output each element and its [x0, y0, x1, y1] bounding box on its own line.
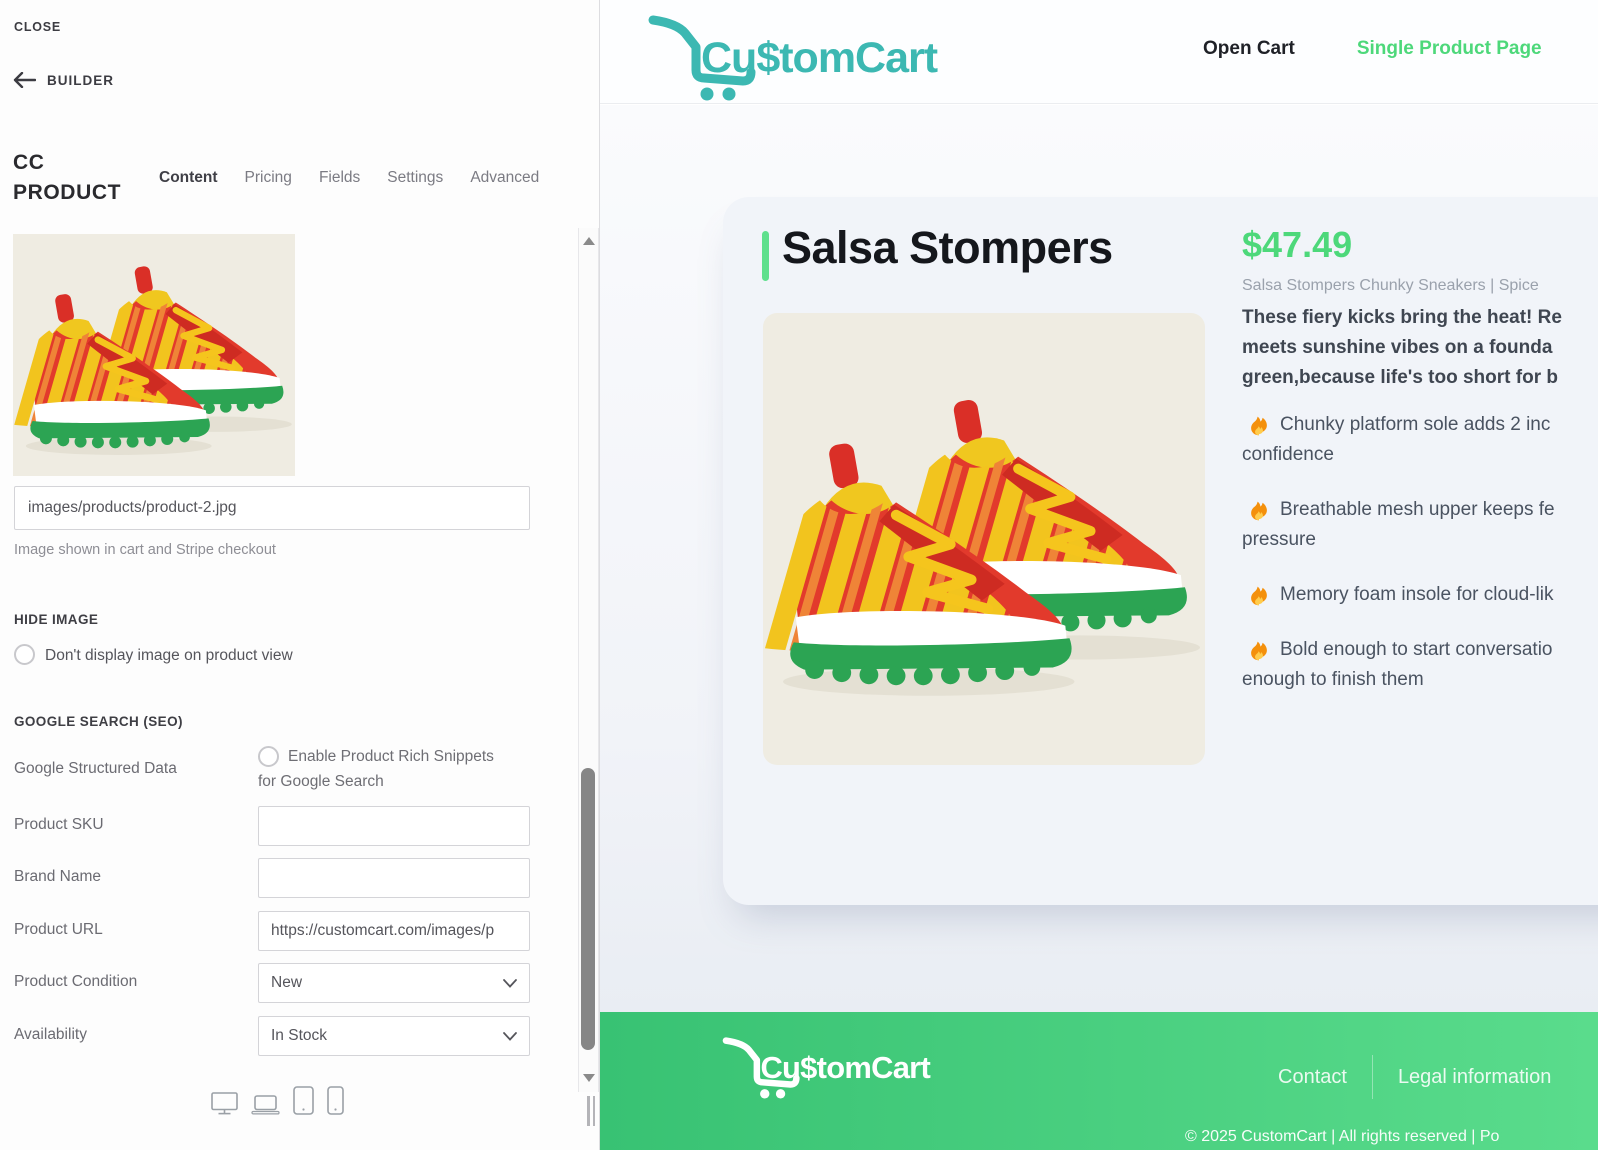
- scroll-down-arrow[interactable]: [583, 1074, 595, 1082]
- product-condition-select[interactable]: New: [258, 963, 530, 1003]
- rich-snippets-option-label-line2: for Google Search: [258, 773, 384, 790]
- close-button[interactable]: CLOSE: [14, 20, 62, 34]
- tab-pricing[interactable]: Pricing: [244, 169, 292, 186]
- scroll-up-arrow[interactable]: [583, 237, 595, 245]
- feature-item: Chunky platform sole adds 2 inc confiden…: [1242, 414, 1551, 465]
- laptop-icon[interactable]: [251, 1095, 280, 1115]
- feature-item: Memory foam insole for cloud-lik: [1242, 580, 1598, 610]
- image-help-text: Image shown in cart and Stripe checkout: [14, 542, 276, 558]
- nav-single-product-page[interactable]: Single Product Page: [1356, 38, 1542, 59]
- tab-content[interactable]: Content: [159, 169, 218, 186]
- footer-copyright: © 2025 CustomCart | All rights reserved …: [1185, 1128, 1500, 1145]
- tab-settings[interactable]: Settings: [387, 169, 444, 186]
- chevron-down-icon: [503, 1031, 517, 1041]
- sneakers-photo: [13, 234, 295, 476]
- product-subtitle: Salsa Stompers Chunky Sneakers | Spice: [1242, 277, 1539, 294]
- product-sku-label: Product SKU: [14, 816, 104, 833]
- availability-label: Availability: [14, 1026, 87, 1043]
- feature-item: Bold enough to start conversatio enough …: [1242, 639, 1553, 690]
- fire-icon: [1248, 639, 1270, 661]
- footer-links-divider: [1371, 1055, 1373, 1099]
- preview-header: [600, 0, 1598, 104]
- panel-resize-grip[interactable]: [587, 1096, 595, 1126]
- panel-divider: [599, 0, 600, 1150]
- brand-name-input[interactable]: [258, 858, 530, 898]
- chevron-down-icon: [503, 978, 517, 988]
- fire-icon: [1248, 499, 1270, 521]
- title-accent-bar: [762, 231, 769, 281]
- footer-link-legal[interactable]: Legal information: [1397, 1065, 1552, 1088]
- panel-tabs: Content Pricing Fields Settings Advanced: [159, 169, 539, 187]
- cart-icon: [648, 15, 756, 86]
- product-condition-label: Product Condition: [14, 973, 138, 990]
- structured-data-label: Google Structured Data: [14, 760, 177, 777]
- product-title: Salsa Stompers: [782, 222, 1113, 273]
- panel-title: CC PRODUCT: [13, 151, 122, 204]
- availability-select[interactable]: In Stock: [258, 1016, 530, 1056]
- availability-value: In Stock: [271, 1027, 327, 1044]
- builder-label: BUILDER: [47, 72, 114, 88]
- responsive-preview-switcher: [211, 1086, 344, 1115]
- image-path-input[interactable]: [14, 486, 530, 530]
- fire-icon: [1248, 414, 1270, 436]
- fire-icon: [1248, 584, 1270, 606]
- footer-customcart-logo: Cu$tomCart: [722, 1037, 931, 1099]
- builder-back-button[interactable]: BUILDER: [13, 72, 114, 88]
- panel-scrollbar-thumb[interactable]: [581, 768, 595, 1050]
- preview-nav: Open Cart Single Product Page: [1203, 38, 1542, 60]
- product-image-thumbnail: [13, 234, 295, 476]
- product-price: $47.49: [1242, 224, 1353, 265]
- feature-list: Chunky platform sole adds 2 inc confiden…: [1242, 410, 1598, 720]
- brand-text: Cu$tomCart: [760, 1050, 930, 1085]
- seo-heading: GOOGLE SEARCH (SEO): [14, 714, 183, 729]
- back-arrow-icon: [13, 72, 36, 88]
- product-photo: [763, 313, 1205, 765]
- brand-name-label: Brand Name: [14, 868, 102, 885]
- product-condition-value: New: [271, 974, 303, 991]
- footer-links: Contact Legal information: [1278, 1055, 1551, 1099]
- product-sku-input[interactable]: [258, 806, 530, 846]
- rich-snippets-option-label: Enable Product Rich Snippets: [288, 748, 494, 765]
- product-url-label: Product URL: [14, 921, 103, 938]
- customcart-logo[interactable]: Cu$tomCart: [645, 8, 945, 104]
- hide-image-option-label: Don't display image on product view: [45, 647, 293, 664]
- cart-icon: [722, 1037, 800, 1088]
- product-url-input[interactable]: [258, 911, 530, 951]
- desktop-icon[interactable]: [211, 1092, 238, 1115]
- brand-text: Cu$tomCart: [701, 34, 938, 82]
- sneakers-photo: [763, 313, 1205, 765]
- builder-side-panel: CLOSE BUILDER CC PRODUCT Content Pricing…: [0, 0, 600, 1150]
- nav-open-cart[interactable]: Open Cart: [1203, 38, 1295, 59]
- rich-snippets-radio[interactable]: [258, 746, 279, 767]
- product-description: These fiery kicks bring the heat! Re mee…: [1242, 307, 1562, 388]
- phone-icon[interactable]: [327, 1086, 344, 1115]
- tab-fields[interactable]: Fields: [318, 169, 361, 186]
- tab-advanced[interactable]: Advanced: [470, 169, 540, 186]
- hide-image-radio[interactable]: [14, 644, 35, 665]
- feature-item: Breathable mesh upper keeps fe pressure: [1242, 499, 1555, 550]
- hide-image-heading: HIDE IMAGE: [14, 612, 99, 627]
- footer-link-contact[interactable]: Contact: [1278, 1065, 1347, 1088]
- tablet-icon[interactable]: [293, 1086, 314, 1115]
